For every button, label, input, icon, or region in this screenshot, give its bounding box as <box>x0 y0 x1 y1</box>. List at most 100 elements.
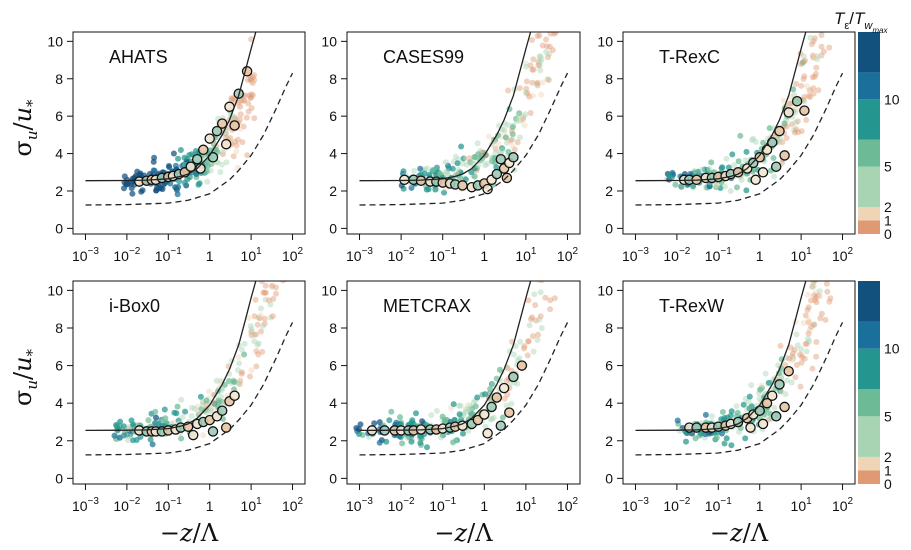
data-point <box>129 190 136 197</box>
data-point <box>256 315 263 322</box>
data-point <box>516 116 523 123</box>
x-axis-label: −z/Λ <box>710 519 769 547</box>
data-point <box>804 291 811 298</box>
data-point <box>191 405 198 412</box>
binned-mean-marker <box>204 133 215 144</box>
data-point <box>802 341 809 347</box>
data-point <box>789 357 796 364</box>
x-tick-label: 10−2 <box>663 496 690 514</box>
data-point <box>811 35 818 42</box>
data-point <box>815 292 822 299</box>
data-point <box>560 242 566 248</box>
data-point <box>508 137 514 144</box>
y-tick-label: 2 <box>329 433 337 449</box>
data-point <box>213 377 220 384</box>
data-point <box>150 167 157 174</box>
data-point <box>778 389 785 396</box>
y-tick-label: 10 <box>321 282 337 298</box>
data-point <box>527 110 534 116</box>
binned-mean-marker <box>185 161 197 172</box>
binned-mean-marker <box>508 371 519 383</box>
data-point <box>408 184 415 191</box>
data-point <box>822 316 829 323</box>
data-point <box>248 328 255 335</box>
x-tick-label: 101 <box>791 496 813 514</box>
data-point <box>246 92 253 99</box>
data-point <box>452 153 459 160</box>
data-point <box>493 164 500 171</box>
x-tick-label: 102 <box>832 496 854 514</box>
data-point <box>733 403 740 410</box>
binned-mean-marker <box>229 120 240 131</box>
data-point <box>561 235 567 241</box>
data-point <box>145 417 152 424</box>
data-point <box>243 114 250 121</box>
data-point <box>182 408 189 415</box>
data-point <box>543 20 549 26</box>
y-tick-label: 2 <box>55 433 63 449</box>
colorbar-segment <box>858 321 880 349</box>
plot-frame <box>72 31 306 235</box>
data-point <box>513 118 520 125</box>
data-point <box>457 174 464 181</box>
data-point <box>207 408 214 415</box>
data-point <box>543 0 549 1</box>
data-point <box>486 390 493 397</box>
data-point <box>521 343 528 350</box>
data-point <box>819 24 825 30</box>
data-point <box>514 380 521 387</box>
data-point <box>810 90 817 97</box>
data-point <box>171 409 178 416</box>
data-point <box>490 381 497 388</box>
data-point <box>801 73 808 80</box>
data-point <box>823 281 830 287</box>
colorbar-tick-label: 10 <box>884 341 900 357</box>
data-point <box>542 6 548 12</box>
data-point <box>464 161 470 168</box>
data-point <box>549 9 555 15</box>
data-point <box>197 393 204 400</box>
y-tick-label: 0 <box>329 470 337 486</box>
data-point <box>281 170 287 176</box>
data-point <box>267 301 274 308</box>
data-point <box>262 289 269 296</box>
data-point <box>823 13 829 19</box>
data-point <box>458 143 465 150</box>
data-point <box>149 441 156 448</box>
data-point <box>806 338 813 345</box>
data-point <box>175 183 182 190</box>
data-point <box>535 332 542 339</box>
data-point <box>219 151 226 158</box>
data-point <box>790 86 797 93</box>
y-tick-label: 2 <box>605 433 613 449</box>
panel-title: AHATS <box>109 47 168 67</box>
data-point <box>529 79 536 86</box>
data-point <box>178 435 185 442</box>
data-point <box>248 332 255 339</box>
data-point <box>801 355 808 362</box>
data-point <box>756 395 763 402</box>
x-tick-label: 10−1 <box>155 246 182 264</box>
data-point <box>502 134 509 141</box>
data-point <box>120 423 127 430</box>
data-point <box>522 60 529 67</box>
dashed-curve <box>359 72 569 206</box>
data-point <box>818 310 825 317</box>
data-point <box>517 134 523 141</box>
x-tick-label: 10−3 <box>622 246 649 264</box>
data-point <box>244 152 251 159</box>
data-point <box>812 281 819 284</box>
data-point <box>798 61 804 68</box>
data-point <box>549 25 555 31</box>
data-point <box>829 198 835 204</box>
data-point <box>558 223 564 229</box>
plot-frame <box>346 31 581 235</box>
data-point <box>771 404 778 411</box>
binned-mean-marker <box>691 422 702 433</box>
data-point <box>252 296 259 303</box>
x-tick-label: 10−3 <box>346 496 373 514</box>
data-point <box>247 75 254 82</box>
data-point <box>787 344 794 351</box>
data-point <box>152 408 159 415</box>
data-point <box>516 355 523 362</box>
